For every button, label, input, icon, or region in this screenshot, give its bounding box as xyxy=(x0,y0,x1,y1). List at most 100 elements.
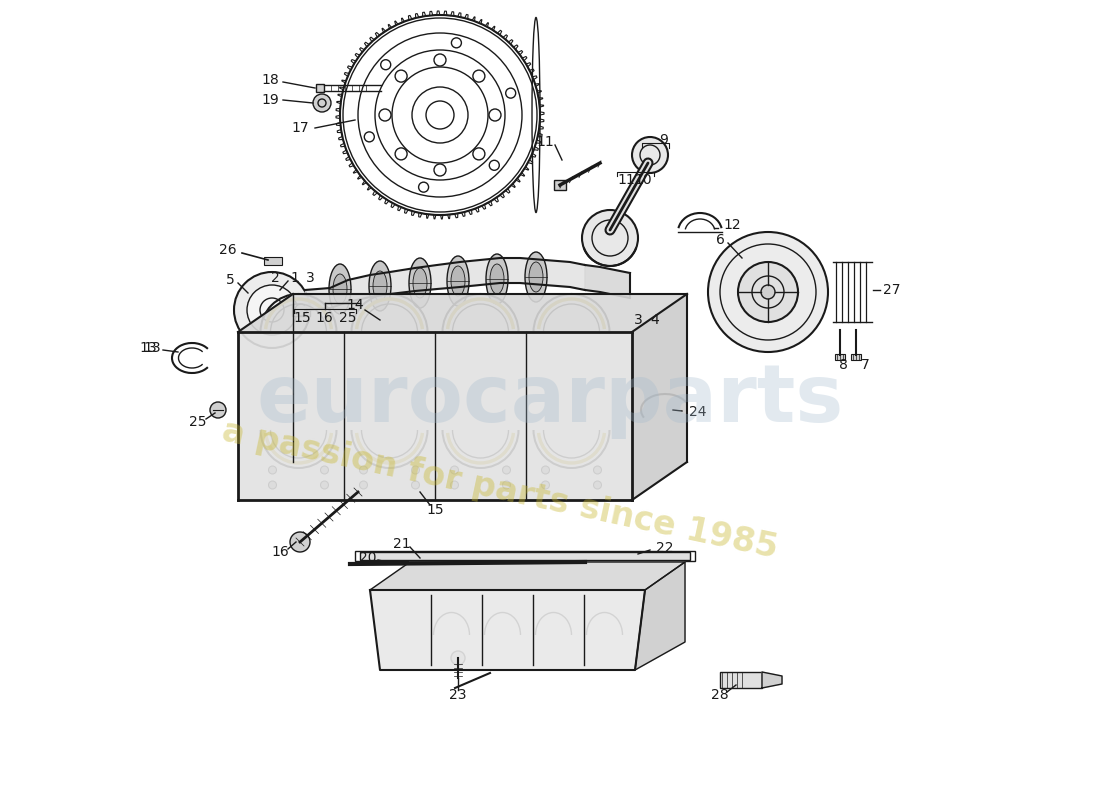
Circle shape xyxy=(473,70,485,82)
Ellipse shape xyxy=(329,264,351,314)
Circle shape xyxy=(594,466,602,474)
Text: 8: 8 xyxy=(838,358,847,372)
Text: 28: 28 xyxy=(712,688,729,702)
Circle shape xyxy=(541,481,550,489)
Circle shape xyxy=(411,481,419,489)
Circle shape xyxy=(290,532,310,552)
Text: 15: 15 xyxy=(294,311,311,325)
Polygon shape xyxy=(585,265,630,298)
Text: 21: 21 xyxy=(393,537,410,551)
Text: eurocarparts: eurocarparts xyxy=(256,361,844,439)
Text: 16: 16 xyxy=(315,311,333,325)
Text: 13: 13 xyxy=(143,341,161,355)
Circle shape xyxy=(490,109,500,121)
Text: 25: 25 xyxy=(339,311,356,325)
Text: 11: 11 xyxy=(536,135,554,149)
Bar xyxy=(360,552,690,560)
Text: 27: 27 xyxy=(883,283,901,297)
Ellipse shape xyxy=(333,274,346,304)
Text: 25: 25 xyxy=(189,415,207,429)
Ellipse shape xyxy=(486,254,508,304)
Circle shape xyxy=(582,210,638,266)
Polygon shape xyxy=(635,562,685,670)
Text: 22: 22 xyxy=(657,541,673,555)
Circle shape xyxy=(364,132,374,142)
Circle shape xyxy=(632,137,668,173)
Circle shape xyxy=(320,481,329,489)
Circle shape xyxy=(295,304,307,316)
Ellipse shape xyxy=(412,268,427,298)
Text: 7: 7 xyxy=(860,358,869,372)
Circle shape xyxy=(395,148,407,160)
Bar xyxy=(851,354,861,360)
Polygon shape xyxy=(632,294,688,500)
Text: 3: 3 xyxy=(634,313,642,327)
Circle shape xyxy=(379,109,390,121)
Ellipse shape xyxy=(451,266,465,296)
Circle shape xyxy=(451,38,461,48)
Text: 4: 4 xyxy=(650,313,659,327)
Text: 11: 11 xyxy=(617,173,635,187)
Text: 13: 13 xyxy=(140,341,157,355)
Bar xyxy=(720,672,762,688)
Circle shape xyxy=(248,285,297,335)
Circle shape xyxy=(234,272,310,348)
Circle shape xyxy=(411,466,419,474)
Circle shape xyxy=(210,402,225,418)
Text: 16: 16 xyxy=(271,545,289,559)
Text: 5: 5 xyxy=(226,273,234,287)
Text: 23: 23 xyxy=(449,688,466,702)
Circle shape xyxy=(434,164,446,176)
Ellipse shape xyxy=(525,252,547,302)
Circle shape xyxy=(490,160,499,170)
Text: 10: 10 xyxy=(635,173,652,187)
Bar xyxy=(316,84,324,92)
Polygon shape xyxy=(370,562,685,590)
Ellipse shape xyxy=(490,264,504,294)
Text: 1: 1 xyxy=(290,271,299,285)
Text: 9: 9 xyxy=(660,133,669,147)
Text: a passion for parts since 1985: a passion for parts since 1985 xyxy=(219,415,781,565)
Bar xyxy=(554,180,566,190)
Bar xyxy=(264,257,282,265)
Circle shape xyxy=(738,262,798,322)
Bar xyxy=(355,551,695,561)
Circle shape xyxy=(451,481,459,489)
Circle shape xyxy=(268,466,276,474)
Circle shape xyxy=(594,481,602,489)
Circle shape xyxy=(503,466,510,474)
Circle shape xyxy=(708,232,828,352)
Text: 3: 3 xyxy=(306,271,315,285)
Text: 17: 17 xyxy=(292,121,309,135)
Bar xyxy=(292,304,310,316)
Circle shape xyxy=(451,651,465,665)
Circle shape xyxy=(503,481,510,489)
Text: 12: 12 xyxy=(723,218,740,232)
Circle shape xyxy=(314,94,331,112)
Text: 2: 2 xyxy=(271,271,279,285)
Circle shape xyxy=(541,466,550,474)
Text: 26: 26 xyxy=(219,243,236,257)
Circle shape xyxy=(434,54,446,66)
Ellipse shape xyxy=(409,258,431,308)
Text: 18: 18 xyxy=(261,73,279,87)
Text: 19: 19 xyxy=(261,93,279,107)
Text: 15: 15 xyxy=(426,503,443,517)
Text: 14: 14 xyxy=(346,298,364,312)
Polygon shape xyxy=(238,332,632,500)
Text: 20: 20 xyxy=(360,551,376,565)
Circle shape xyxy=(320,466,329,474)
Circle shape xyxy=(381,60,390,70)
Circle shape xyxy=(506,88,516,98)
Circle shape xyxy=(395,70,407,82)
Circle shape xyxy=(473,148,485,160)
Ellipse shape xyxy=(529,262,543,292)
Text: 6: 6 xyxy=(716,233,725,247)
Ellipse shape xyxy=(447,256,469,306)
Polygon shape xyxy=(238,294,688,332)
Polygon shape xyxy=(370,590,645,670)
Circle shape xyxy=(268,481,276,489)
Circle shape xyxy=(419,182,429,192)
Circle shape xyxy=(360,481,367,489)
Ellipse shape xyxy=(373,271,387,301)
